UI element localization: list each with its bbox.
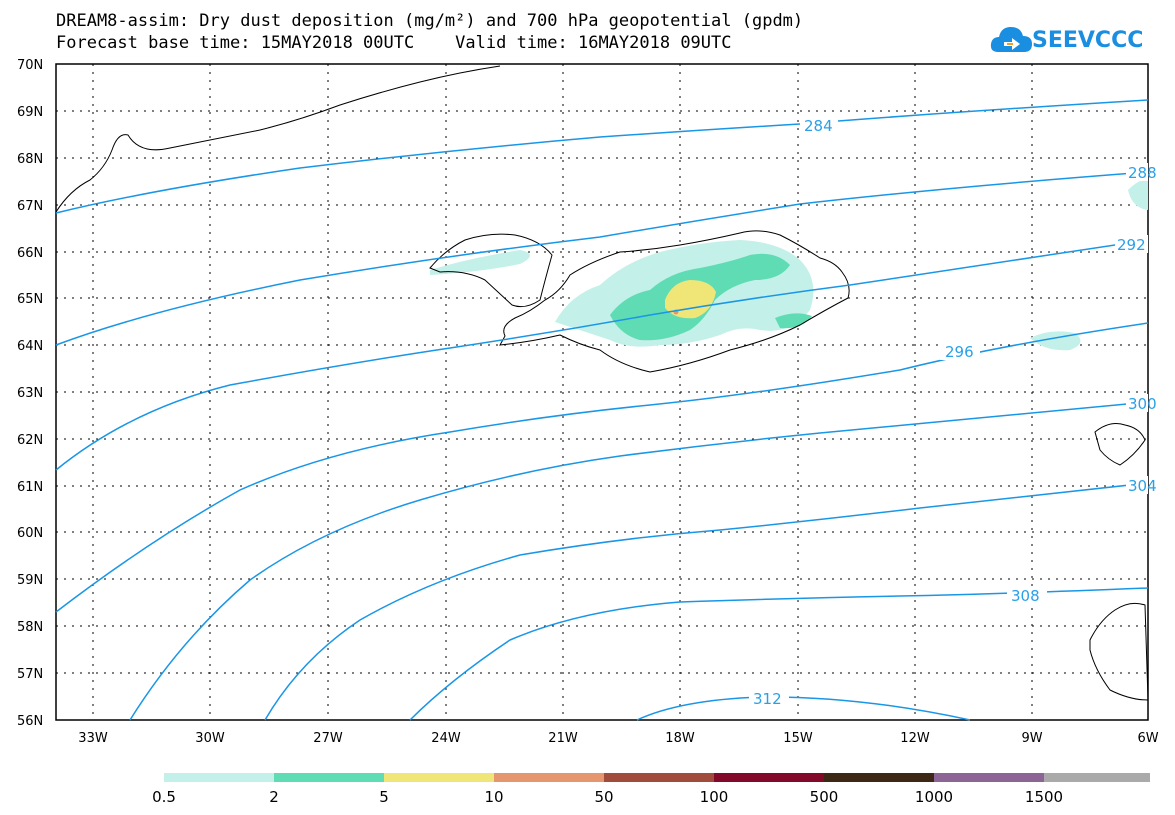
colorbar-label: 5 [379, 788, 389, 806]
longitude-labels: 33W 30W 27W 24W 21W 18W 15W 12W 9W 6W [78, 731, 1158, 746]
colorbar-swatch [934, 773, 1044, 782]
lat-label: 67N [17, 199, 43, 214]
lat-label: 68N [17, 152, 43, 167]
lat-label: 64N [17, 339, 43, 354]
logo-text: SEEVCCC [1032, 28, 1144, 53]
colorbar-label: 100 [700, 788, 729, 806]
lat-label: 62N [17, 433, 43, 448]
cloud-logo-icon [990, 27, 1032, 52]
colorbar-label: 1500 [1025, 788, 1063, 806]
colorbar: 0.5 2 5 10 50 100 500 1000 1500 [152, 773, 1150, 806]
colorbar-label: 500 [810, 788, 839, 806]
lon-label: 33W [78, 731, 108, 746]
contour-label-288: 288 [1128, 164, 1157, 182]
lat-label: 56N [17, 714, 43, 729]
colorbar-swatch [824, 773, 934, 782]
colorbar-label: 10 [484, 788, 503, 806]
colorbar-label: 1000 [915, 788, 953, 806]
seevccc-logo: SEEVCCC [990, 22, 1160, 62]
lon-label: 21W [548, 731, 578, 746]
contour-label-300: 300 [1128, 395, 1157, 413]
map-subtitle: Forecast base time: 15MAY2018 00UTC Vali… [56, 33, 732, 53]
lon-label: 6W [1137, 731, 1158, 746]
contour-label-296: 296 [945, 343, 974, 361]
contour-label-292: 292 [1117, 236, 1146, 254]
latitude-labels: 70N 69N 68N 67N 66N 65N 64N 63N 62N 61N … [17, 58, 43, 729]
colorbar-label: 2 [269, 788, 279, 806]
coastlines [55, 65, 1149, 701]
colorbar-swatch [604, 773, 714, 782]
lat-label: 61N [17, 480, 43, 495]
lon-label: 9W [1021, 731, 1042, 746]
lon-label: 18W [665, 731, 695, 746]
colorbar-swatch [1044, 773, 1150, 782]
colorbar-swatch [164, 773, 274, 782]
colorbar-label: 50 [594, 788, 613, 806]
lon-label: 27W [313, 731, 343, 746]
contour-labels: 284 288 292 296 300 304 308 312 [749, 116, 1157, 708]
contour-label-304: 304 [1128, 477, 1157, 495]
lon-label: 30W [195, 731, 225, 746]
colorbar-swatch [714, 773, 824, 782]
lat-label: 66N [17, 246, 43, 261]
lat-label: 58N [17, 620, 43, 635]
lat-label: 60N [17, 526, 43, 541]
contour-label-308: 308 [1011, 587, 1040, 605]
lon-label: 15W [783, 731, 813, 746]
lat-label: 63N [17, 386, 43, 401]
map-title: DREAM8-assim: Dry dust deposition (mg/m²… [56, 11, 804, 31]
colorbar-swatch [494, 773, 604, 782]
colorbar-swatch [274, 773, 384, 782]
colorbar-swatch [384, 773, 494, 782]
contour-label-312: 312 [753, 690, 782, 708]
lat-label: 70N [17, 58, 43, 73]
colorbar-label: 0.5 [152, 788, 176, 806]
lon-label: 24W [431, 731, 461, 746]
graticule [56, 64, 1148, 720]
contour-label-284: 284 [804, 117, 833, 135]
geopotential-contours [55, 99, 1149, 721]
lat-label: 57N [17, 667, 43, 682]
lat-label: 59N [17, 573, 43, 588]
lat-label: 69N [17, 105, 43, 120]
lat-label: 65N [17, 292, 43, 307]
lon-label: 12W [900, 731, 930, 746]
